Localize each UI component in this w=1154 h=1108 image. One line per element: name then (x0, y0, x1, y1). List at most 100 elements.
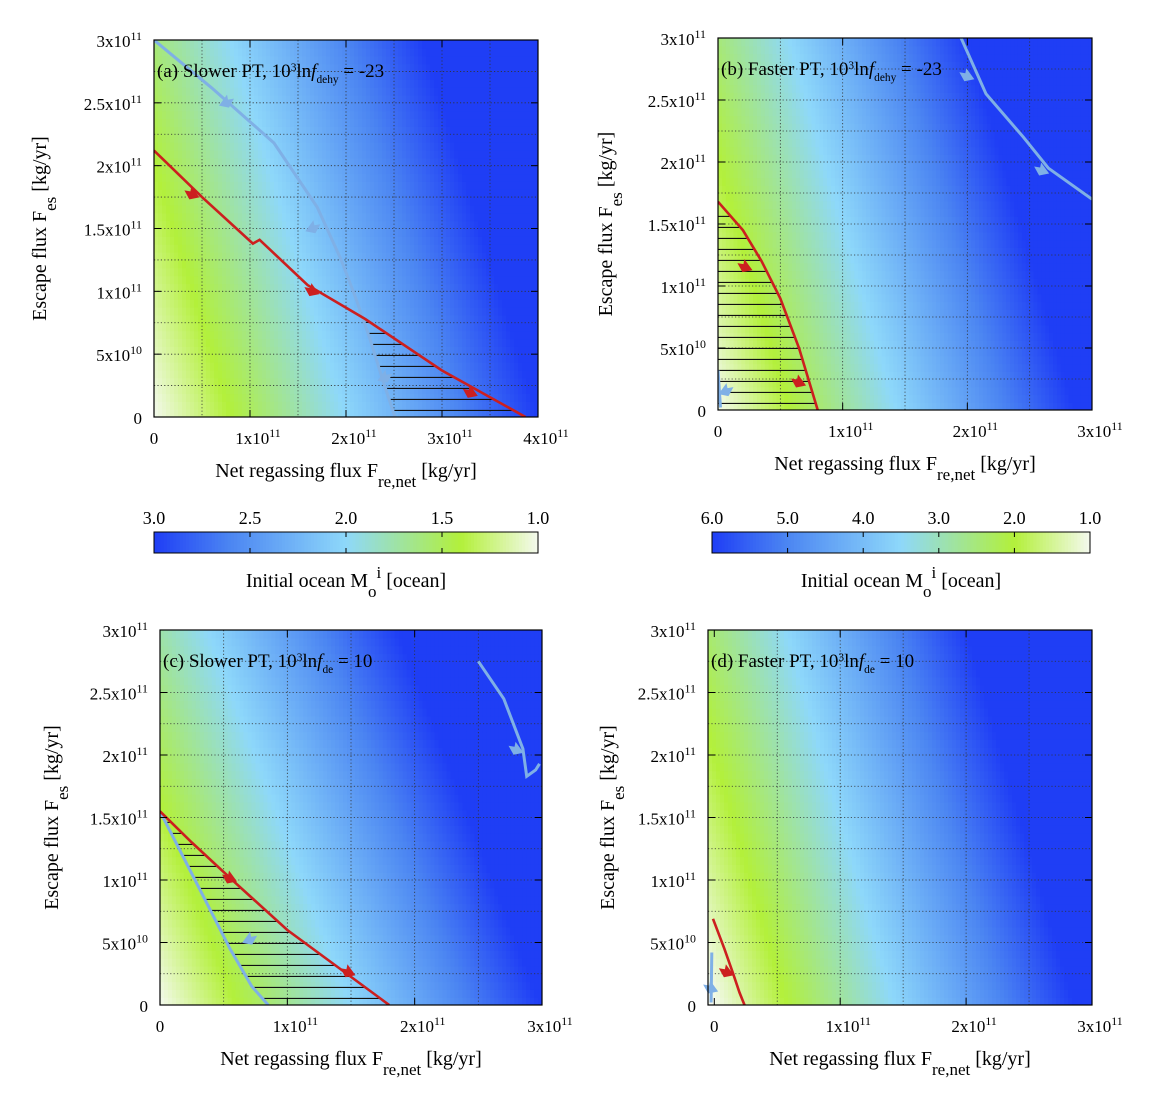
colorbar-cell (442, 532, 446, 553)
colorbar-cell (878, 532, 883, 553)
colorbar-cell (378, 532, 382, 553)
colorbar-cell (227, 532, 232, 553)
colorbar-cell (954, 532, 959, 553)
colorbar-cell (458, 532, 462, 553)
colorbar-cell (762, 532, 767, 553)
colorbar-cell (189, 532, 193, 553)
colorbar-cell (929, 532, 934, 553)
grid-a (154, 40, 538, 417)
colorbar-cell (831, 532, 836, 553)
colorbar-cell (467, 532, 472, 553)
colorbar-cell (1014, 532, 1019, 553)
colorbar-right: 6.0 5.0 4.0 3.0 2.0 1.0 Initial ocean Moi [oce… (701, 508, 1102, 601)
colorbar-cell (1023, 532, 1028, 553)
y-tick-label: 1x1011 (661, 275, 707, 297)
colorbar-cell (358, 532, 363, 553)
colorbar-cell (1064, 532, 1069, 553)
red-arrow (462, 384, 478, 398)
colorbar-cell (317, 532, 321, 553)
colorbar-cell (483, 532, 488, 553)
colorbar-cell (336, 532, 341, 553)
colorbar-cell (445, 532, 449, 553)
colorbar-cell (797, 532, 801, 553)
colorbar-title: Initial ocean Moi [ocean] (801, 563, 1001, 601)
red-arrow (340, 964, 356, 978)
colorbar-cell (384, 532, 389, 553)
colorbar-frame (711, 531, 1091, 554)
colorbar-cell (192, 532, 197, 553)
x-tick-label: 0 (150, 429, 159, 448)
colorbar-cell (863, 532, 867, 553)
colorbar-cell (932, 532, 937, 553)
colorbar-cell (891, 532, 896, 553)
colorbar-cell (734, 532, 738, 553)
colorbar-cell (499, 532, 504, 553)
colorbar-cell (727, 532, 732, 553)
x-tick-label: 0 (156, 1017, 165, 1036)
ticks-d (708, 629, 1093, 1006)
colorbar-tick-label: 5.0 (776, 508, 799, 528)
colorbar-cell (525, 532, 529, 553)
colorbar-cell (518, 532, 523, 553)
colorbar-cell (1083, 532, 1088, 553)
colorbar-cell (885, 532, 889, 553)
y-axis-label: Escape flux Fes [kg/yr] (595, 132, 626, 317)
colorbar-cell (438, 532, 443, 553)
colorbar-cell (806, 532, 811, 553)
colorbar-cell (333, 532, 337, 553)
colorbar-cell (512, 532, 517, 553)
colorbar-cell (948, 532, 952, 553)
colorbar-tick-label: 2.0 (1003, 508, 1026, 528)
colorbar-cell (951, 532, 956, 553)
x-tick-label: 2x1011 (331, 426, 377, 448)
heatmap-b (718, 38, 1092, 410)
colorbar-cell (967, 532, 971, 553)
y-tick-label: 5x1010 (650, 932, 696, 954)
blue-arrow (242, 931, 258, 945)
red-arrow (304, 283, 320, 297)
panel-a: 0 1x1011 2x1011 3x1011 4x1011 0 5x1010 1x1011 1.… (29, 29, 569, 491)
y-tick-label: 0 (698, 402, 707, 421)
heatmap-c (160, 630, 542, 1005)
x-tick-label: 3x1011 (1077, 419, 1123, 441)
colorbar-cell (756, 532, 760, 553)
y-axis-label: Escape flux Fes [kg/yr] (597, 725, 628, 910)
colorbar-cell (435, 532, 440, 553)
colorbar-cell (400, 532, 405, 553)
colorbar-cell (844, 532, 849, 553)
colorbar-cell (749, 532, 754, 553)
colorbar-cell (1008, 532, 1012, 553)
colorbar-cell (294, 532, 299, 553)
colorbar-cell (285, 532, 289, 553)
colorbar-cell (869, 532, 874, 553)
colorbar-cell (202, 532, 206, 553)
colorbar-cell (1020, 532, 1025, 553)
colorbar-cell (894, 532, 899, 553)
colorbar-tick-label: 6.0 (701, 508, 724, 528)
colorbar-cell (973, 532, 978, 553)
colorbar-cell (897, 532, 902, 553)
colorbar-cell (246, 532, 251, 553)
red-curve (718, 200, 819, 410)
colorbar-cell (310, 532, 315, 553)
colorbar-cell (1039, 532, 1044, 553)
hatch-region-a (360, 310, 514, 411)
colorbar-cell (941, 532, 946, 553)
colorbar-cell (522, 532, 526, 553)
colorbar-cell (269, 532, 273, 553)
colorbar-cell (506, 532, 510, 553)
colorbar-cell (1052, 532, 1056, 553)
colorbar-cell (394, 532, 398, 553)
colorbar-cell (320, 532, 325, 553)
colorbar-cell (243, 532, 248, 553)
colorbar-cell (237, 532, 241, 553)
x-tick-label: 3x1011 (1077, 1014, 1123, 1036)
colorbar-cell (211, 532, 216, 553)
x-tick-label: 2x1011 (953, 419, 999, 441)
blue-curve (154, 40, 397, 417)
colorbar-cell (275, 532, 280, 553)
colorbar-cell (186, 532, 190, 553)
colorbar-cell (170, 532, 174, 553)
colorbar-tick-label: 1.5 (431, 508, 454, 528)
colorbar-cell (234, 532, 238, 553)
